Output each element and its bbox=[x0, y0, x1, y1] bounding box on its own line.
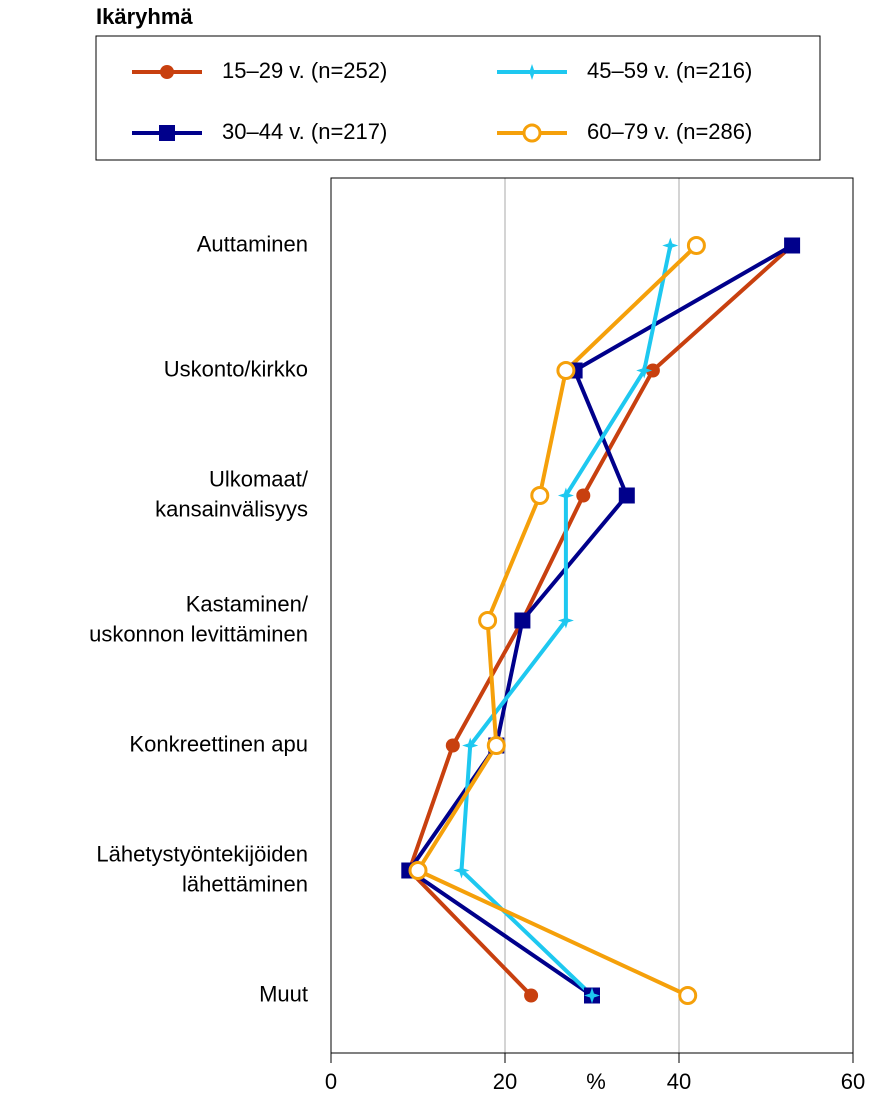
marker bbox=[556, 361, 576, 380]
marker bbox=[530, 486, 550, 505]
marker bbox=[662, 237, 679, 254]
marker bbox=[678, 986, 698, 1005]
legend-title: Ikäryhmä bbox=[96, 4, 193, 29]
marker bbox=[159, 125, 175, 141]
x-tick-label: 20 bbox=[493, 1069, 517, 1094]
marker bbox=[524, 64, 540, 80]
y-tick-label: Kastaminen/uskonnon levittäminen bbox=[89, 591, 309, 646]
y-tick-label: Konkreettinen apu bbox=[129, 731, 308, 756]
plot-frame bbox=[330, 177, 854, 1053]
series-line bbox=[416, 244, 698, 998]
y-tick-label: Muut bbox=[259, 981, 308, 1006]
series-line bbox=[407, 244, 794, 997]
marker bbox=[557, 612, 574, 629]
y-tick-label: Lähetystyöntekijöiden lähettäminen bbox=[96, 841, 308, 896]
legend-label: 30–44 v. (n=217) bbox=[222, 119, 387, 144]
marker bbox=[645, 363, 660, 378]
marker bbox=[784, 237, 801, 254]
x-tick-label: 40 bbox=[667, 1069, 691, 1094]
marker bbox=[408, 861, 428, 880]
x-tick-label: 0 bbox=[325, 1069, 337, 1094]
marker bbox=[445, 738, 460, 753]
legend-label: 45–59 v. (n=216) bbox=[587, 58, 752, 83]
y-tick-label: Ulkomaat/kansainvälisyys bbox=[155, 466, 309, 521]
marker bbox=[557, 487, 574, 504]
marker bbox=[686, 236, 706, 255]
series-line bbox=[407, 243, 794, 998]
y-tick-label: Uskonto/kirkko bbox=[164, 356, 308, 381]
marker bbox=[478, 611, 498, 630]
y-tick-label: Auttaminen bbox=[197, 231, 308, 256]
marker bbox=[636, 362, 653, 379]
marker bbox=[522, 123, 542, 143]
legend-label: 60–79 v. (n=286) bbox=[587, 119, 752, 144]
marker bbox=[462, 737, 479, 754]
legend-box bbox=[95, 35, 821, 161]
marker bbox=[486, 736, 506, 755]
marker bbox=[576, 488, 591, 503]
legend-label: 15–29 v. (n=252) bbox=[222, 58, 387, 83]
marker bbox=[160, 65, 174, 79]
marker bbox=[584, 987, 600, 1004]
marker bbox=[514, 612, 531, 629]
x-axis-label: % bbox=[586, 1069, 606, 1094]
marker bbox=[618, 487, 635, 504]
marker bbox=[524, 988, 539, 1003]
x-tick-label: 60 bbox=[841, 1069, 865, 1094]
marker bbox=[453, 862, 470, 879]
